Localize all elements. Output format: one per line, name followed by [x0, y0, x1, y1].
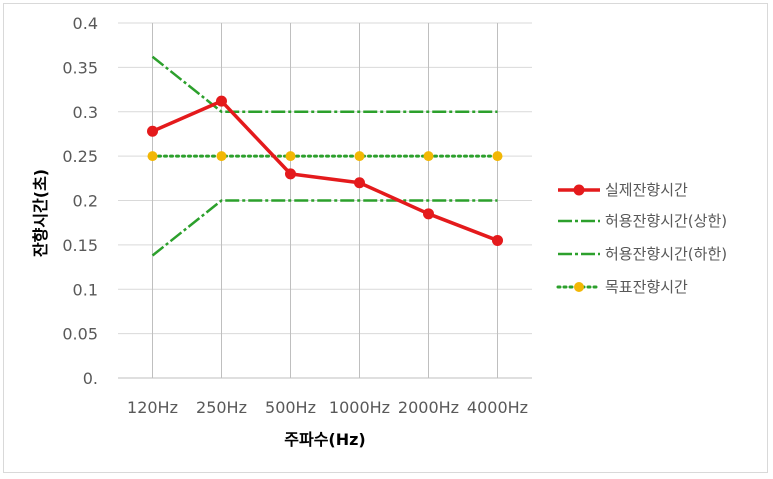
chart-frame	[3, 3, 768, 473]
actual-point	[354, 177, 365, 189]
upper-limit-line	[151, 55, 498, 113]
target-point	[423, 151, 434, 162]
legend-item: 허용잔향시간(상한)	[558, 212, 727, 230]
y-tick-label: 0.1	[73, 280, 98, 299]
target-point	[216, 151, 227, 162]
actual-point	[285, 168, 296, 180]
legend-swatch-marker	[574, 282, 584, 292]
x-tick-label: 500Hz	[265, 398, 316, 417]
x-axis-ticks: 120Hz 250Hz 500Hz 1000Hz 2000Hz 4000Hz	[127, 398, 528, 417]
y-tick-label: 0.15	[62, 236, 98, 255]
actual-point	[423, 208, 434, 220]
legend-item: 목표잔향시간	[556, 278, 688, 296]
legend-label: 허용잔향시간(상한)	[605, 212, 727, 230]
lower-limit-line	[151, 199, 498, 257]
legend-label: 허용잔향시간(하한)	[605, 245, 727, 263]
target-point	[285, 151, 296, 162]
x-tick-label: 2000Hz	[398, 398, 459, 417]
legend-item: 허용잔향시간(하한)	[558, 245, 727, 263]
target-point	[147, 151, 158, 162]
y-tick-label: 0.35	[62, 58, 98, 77]
y-tick-label: 0.2	[73, 192, 98, 211]
y-tick-label: 0.4	[73, 14, 98, 33]
y-axis-ticks: 0. 0.05 0.1 0.15 0.2 0.25 0.3 0.35 0.4	[62, 14, 98, 388]
y-tick-label: 0.05	[62, 325, 98, 344]
actual-point	[216, 95, 227, 107]
x-tick-label: 250Hz	[196, 398, 247, 417]
actual-line	[151, 99, 499, 243]
legend-item: 실제잔향시간	[558, 181, 688, 199]
actual-point	[492, 234, 503, 246]
x-tick-label: 1000Hz	[329, 398, 390, 417]
x-tick-label: 4000Hz	[467, 398, 528, 417]
y-tick-label: 0.25	[62, 147, 98, 166]
y-axis-title: 잔향시간(초)	[31, 169, 50, 257]
series-group	[147, 55, 503, 257]
actual-point	[147, 125, 158, 137]
target-point	[354, 151, 365, 162]
legend-label: 실제잔향시간	[605, 181, 688, 199]
x-tick-label: 120Hz	[127, 398, 178, 417]
legend-label: 목표잔향시간	[605, 278, 688, 296]
y-tick-label: 0.	[83, 369, 98, 388]
x-axis-title: 주파수(Hz)	[284, 430, 366, 449]
target-point	[492, 151, 503, 162]
legend-swatch-marker	[573, 184, 585, 196]
y-tick-label: 0.3	[73, 103, 98, 122]
